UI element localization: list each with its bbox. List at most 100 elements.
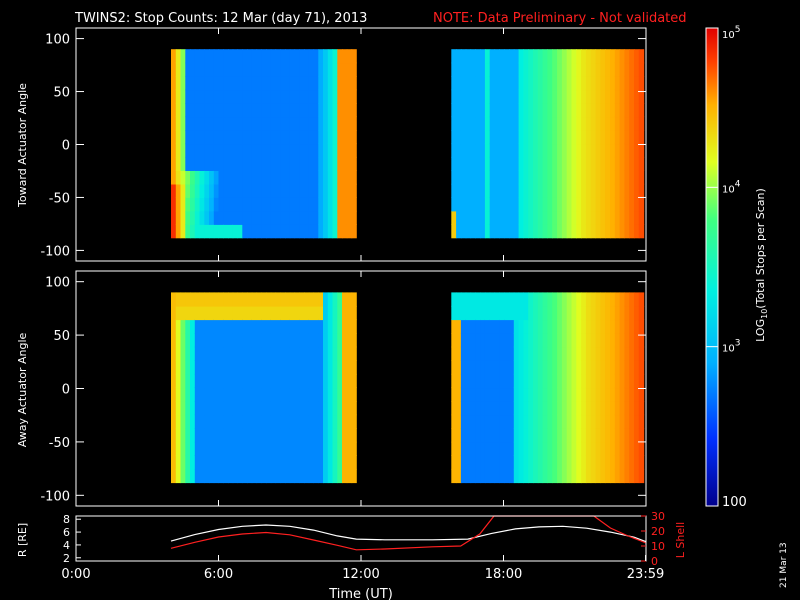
heatmap-cell [175,428,182,443]
heatmap-cell [552,401,558,416]
heatmap-cell [204,76,210,91]
heatmap-cell [223,197,229,212]
heatmap-cell [629,62,635,77]
heatmap-cell [494,116,500,131]
heatmap-cell [175,346,182,361]
heatmap-cell [523,76,529,91]
heatmap-cell [171,76,177,91]
heatmap-cell [475,468,481,484]
heatmap-cell [489,414,496,429]
heatmap-cell [547,292,553,307]
heatmap-cell [199,210,205,225]
heatmap-cell [194,319,201,334]
heatmap-cell [614,387,621,402]
heatmap-cell [247,210,253,225]
heatmap-cell [456,156,462,171]
heatmap-cell [504,143,510,158]
heatmap-cell [275,156,281,171]
heatmap-cell [332,428,338,443]
heatmap-cell [600,210,606,225]
date-stamp: 21 Mar 13 [779,542,789,588]
heatmap-cell [218,76,224,91]
heatmap-cell [465,156,472,171]
heatmap-cell [323,455,329,470]
heatmap-cell [270,89,277,104]
heatmap-cell [204,414,210,429]
heatmap-cell [480,441,486,456]
y-tick-label: -100 [40,489,70,504]
heatmap-cell [480,319,486,334]
heatmap-cell [552,455,558,470]
heatmap-cell [566,116,573,131]
heatmap-cell [566,49,573,64]
heatmap-cell [342,401,348,416]
heatmap-cell [180,197,186,212]
heatmap-cell [294,455,300,470]
heatmap-cell [523,49,529,64]
heatmap-cell [285,346,291,361]
heatmap-cell [294,360,300,375]
heatmap-cell [190,89,196,104]
heatmap-cell [629,210,635,225]
heatmap-cell [185,401,191,416]
heatmap-cell [518,183,524,198]
heatmap-cell [308,414,315,429]
heatmap-cell [337,305,343,321]
heatmap-cell [504,346,510,361]
heatmap-cell [323,224,329,239]
heatmap-cell [504,156,510,171]
heatmap-cell [261,116,267,131]
y-tick-label: -100 [40,244,70,259]
heatmap-cell [581,103,587,118]
heatmap-cell [199,103,205,118]
heatmap-cell [266,428,272,443]
heatmap-cell [585,156,592,171]
heatmap-cell [304,62,310,77]
heatmap-cell [518,62,524,77]
heatmap-cell [294,373,300,389]
heatmap-cell [533,292,539,307]
heatmap-cell [332,143,338,158]
heatmap-cell [634,441,640,456]
heatmap-cell [547,387,553,402]
heatmap-cell [289,387,296,402]
heatmap-cell [275,183,281,198]
heatmap-cell [204,170,210,185]
heatmap-cell [533,441,539,456]
heatmap-cell [232,455,239,470]
heatmap-cell [218,143,224,158]
heatmap-cell [585,441,592,456]
heatmap-cell [614,197,621,212]
heatmap-cell [270,387,277,402]
heatmap-cell [638,373,645,389]
heatmap-cell [614,373,621,389]
heatmap-cell [280,156,286,171]
heatmap-cell [242,414,248,429]
heatmap-cell [484,76,491,91]
heatmap-cell [266,373,272,389]
heatmap-cell [185,305,191,321]
heatmap-cell [470,197,476,212]
heatmap-cell [342,170,348,185]
heatmap-cell [266,224,272,239]
heatmap-cell [533,333,539,348]
heatmap-cell [456,183,462,198]
heatmap-cell [242,143,248,158]
heatmap-cell [600,319,606,334]
heatmap-cell [308,143,315,158]
heatmap-cell [237,305,243,321]
heatmap-cell [561,387,568,402]
heatmap-cell [557,468,563,484]
heatmap-cell [275,170,281,185]
heatmap-cell [327,401,334,416]
heatmap-cell [576,346,582,361]
heatmap-cell [209,346,215,361]
heatmap-cell [470,360,476,375]
heatmap-cell [542,116,548,131]
heatmap-cell [247,224,253,239]
heatmap-cell [475,49,481,64]
heatmap-cell [175,360,182,375]
heatmap-cell [285,130,291,145]
heatmap-cell [509,373,515,389]
heatmap-cell [547,333,553,348]
